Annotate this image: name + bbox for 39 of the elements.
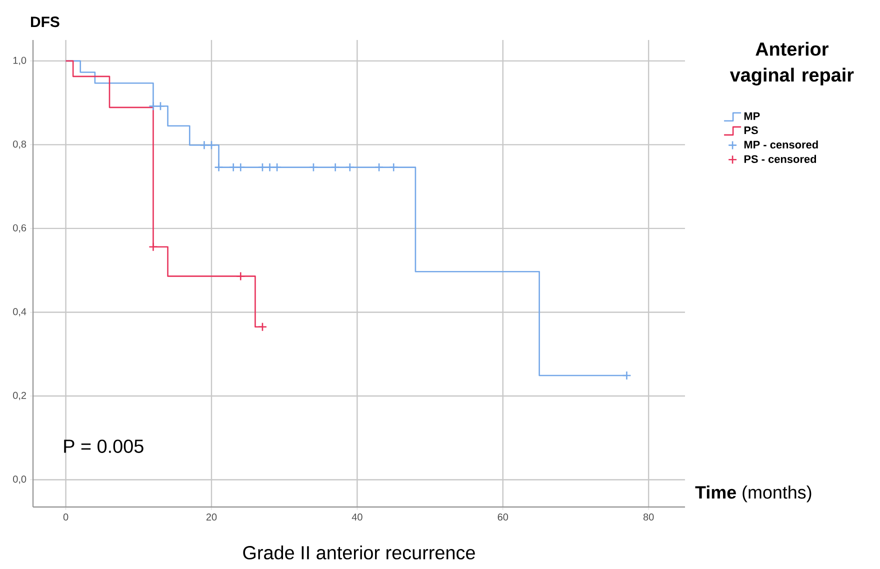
point — [206, 140, 216, 150]
y-tick-label: 0,8 — [13, 140, 26, 149]
point — [622, 370, 632, 380]
point — [148, 242, 158, 252]
legend-label: PS — [744, 126, 758, 134]
y-tick-label: 0,6 — [13, 224, 26, 233]
point — [330, 162, 340, 172]
y-axis-title: DFS — [31, 16, 60, 28]
legend-title: Anterior vaginal repair — [730, 42, 854, 86]
point — [265, 162, 274, 172]
y-tick-label: 0,4 — [13, 308, 26, 316]
text: Grade II anterior recurrence — [243, 546, 475, 560]
y-tick-label: 0,2 — [13, 392, 26, 400]
x-axis-title: Time (months) — [695, 486, 812, 502]
point — [388, 162, 398, 172]
point — [228, 162, 238, 172]
x-tick-label: 60 — [498, 514, 508, 521]
point — [308, 162, 318, 172]
x-tick-label: 80 — [643, 514, 654, 521]
x-tick-label: 20 — [206, 514, 217, 521]
annotation: P = 0.005 — [64, 440, 144, 453]
point — [258, 162, 268, 172]
point — [200, 140, 209, 150]
legend-label: MP - censored — [744, 140, 818, 149]
y-tick-label: 1,0 — [13, 56, 26, 66]
point — [236, 162, 246, 172]
legend-label: PS - censored — [744, 154, 816, 163]
x-tick-label: 0 — [63, 514, 68, 521]
point — [236, 272, 246, 281]
x-tick-label: 40 — [352, 514, 362, 521]
legend-label: MP — [744, 112, 760, 120]
y-tick-label: 0,0 — [13, 476, 26, 484]
point — [214, 162, 224, 172]
point — [345, 162, 355, 172]
point — [258, 322, 268, 332]
point — [148, 102, 158, 111]
point — [272, 162, 282, 172]
point — [156, 102, 166, 111]
point — [374, 162, 384, 172]
